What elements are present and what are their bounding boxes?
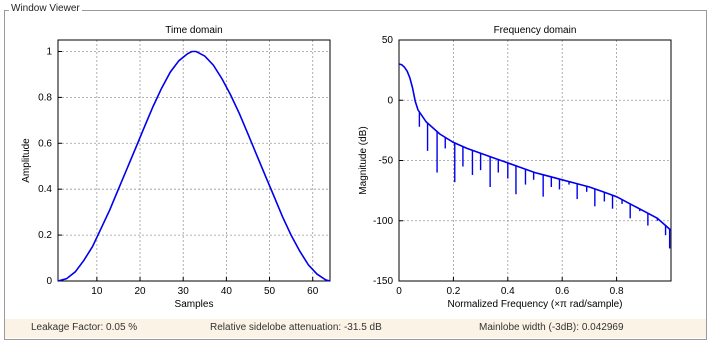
freq-ytick-label-2: -50 <box>379 156 394 167</box>
freq-ylabel: Magnitude (dB) <box>358 126 369 194</box>
time-xtick-label-3: 40 <box>221 286 233 297</box>
time-ytick-label-4: 0.8 <box>38 92 52 103</box>
freq-xtick-label-2: 0.4 <box>501 286 515 297</box>
time-plot-border <box>57 39 331 282</box>
time-plot-area <box>57 39 331 282</box>
sidelobe-attenuation-text: Relative sidelobe attenuation: -31.5 dB <box>210 322 382 333</box>
freq-ytick-label-0: -150 <box>373 276 393 287</box>
time-ytick-label-0: 0 <box>46 276 52 287</box>
freq-xtick-label-1: 0.2 <box>446 286 460 297</box>
freq-xlabel: Normalized Frequency (×π rad/sample) <box>447 299 622 310</box>
freq-xtick-label-0: 0 <box>396 286 402 297</box>
time-title: Time domain <box>165 25 222 36</box>
time-xtick-label-4: 50 <box>264 286 276 297</box>
time-ytick-label-1: 0.2 <box>38 230 52 241</box>
freq-xtick-label-3: 0.6 <box>555 286 569 297</box>
group-title: Window Viewer <box>9 3 82 14</box>
time-ytick-label-2: 0.4 <box>38 184 52 195</box>
freq-xtick-label-4: 0.8 <box>610 286 624 297</box>
time-series-line-0 <box>57 50 331 282</box>
freq-ytick-label-1: -100 <box>373 216 393 227</box>
time-xtick-label-0: 10 <box>91 286 103 297</box>
window-viewer-group <box>4 10 707 340</box>
time-xtick-label-5: 60 <box>307 286 319 297</box>
time-ytick-label-3: 0.6 <box>38 138 52 149</box>
freq-ytick-label-3: 0 <box>387 95 393 106</box>
freq-title: Frequency domain <box>494 25 577 36</box>
time-ytick-label-5: 1 <box>46 46 52 57</box>
status-bar: Leakage Factor: 0.05 % Relative sidelobe… <box>5 319 706 338</box>
freq-plot-border <box>398 39 672 282</box>
time-xtick-label-1: 20 <box>134 286 146 297</box>
time-xtick-label-2: 30 <box>178 286 190 297</box>
leakage-factor-text: Leakage Factor: 0.05 % <box>31 322 138 333</box>
time-ylabel: Amplitude <box>21 138 32 183</box>
time-xlabel: Samples <box>175 299 214 310</box>
freq-series-line-0 <box>398 63 672 231</box>
freq-ytick-label-4: 50 <box>382 35 394 46</box>
mainlobe-width-text: Mainlobe width (-3dB): 0.042969 <box>479 322 624 333</box>
